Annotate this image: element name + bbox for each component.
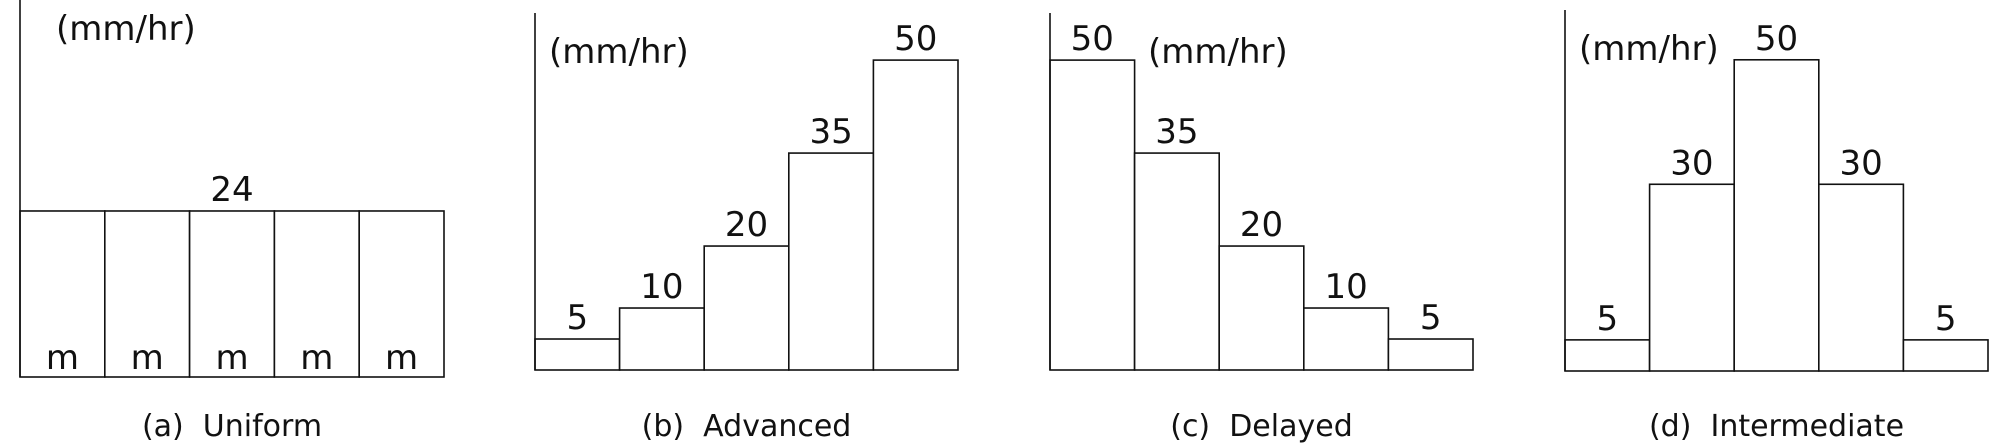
bar	[1648, 183, 1735, 372]
value-label: 5	[566, 298, 588, 338]
y-axis-label: (mm/hr)	[56, 9, 196, 49]
value-label: 30	[1670, 143, 1713, 183]
value-label: 35	[1155, 112, 1198, 152]
bar	[188, 210, 276, 378]
bar	[1303, 307, 1390, 371]
value-label: 5	[1935, 299, 1957, 339]
value-label: 5	[1596, 299, 1618, 339]
value-label: 30	[1839, 143, 1882, 183]
bar	[19, 210, 106, 378]
bar	[1733, 58, 1820, 372]
value-label: 10	[1324, 267, 1367, 307]
bar	[534, 338, 621, 371]
category-label: m	[215, 338, 248, 378]
bar	[1902, 339, 1989, 372]
category-label: m	[300, 338, 333, 378]
value-label: 50	[1071, 19, 1114, 59]
bar	[1049, 59, 1136, 371]
category-label: m	[131, 338, 164, 378]
chart-title: (a) Uniform	[142, 409, 322, 444]
value-label: 5	[1420, 298, 1442, 338]
y-axis-label: (mm/hr)	[549, 32, 689, 72]
bar	[872, 59, 959, 371]
category-label: m	[46, 338, 79, 378]
bar	[1564, 339, 1651, 372]
y-axis-label: (mm/hr)	[1148, 32, 1288, 72]
chart-title: (d) Intermediate	[1649, 409, 1904, 444]
category-label: m	[385, 338, 418, 378]
bar	[787, 152, 875, 371]
bar	[358, 210, 445, 378]
bar	[104, 210, 191, 378]
value-label: 50	[894, 19, 937, 59]
bar	[1387, 338, 1474, 371]
bar	[618, 307, 705, 371]
chart-title: (c) Delayed	[1170, 409, 1353, 444]
value-label: 50	[1755, 19, 1798, 59]
value-label: 35	[809, 112, 852, 152]
bar	[1218, 245, 1305, 371]
value-label: 10	[640, 267, 683, 307]
bar	[1818, 183, 1905, 372]
chart-title: (b) Advanced	[642, 409, 852, 444]
bar	[703, 245, 790, 371]
bar	[1133, 152, 1220, 371]
value-label: 20	[1240, 205, 1283, 245]
value-label: 20	[725, 205, 768, 245]
value-label: 24	[210, 170, 253, 210]
y-axis-label: (mm/hr)	[1579, 29, 1719, 69]
bar	[273, 210, 360, 378]
